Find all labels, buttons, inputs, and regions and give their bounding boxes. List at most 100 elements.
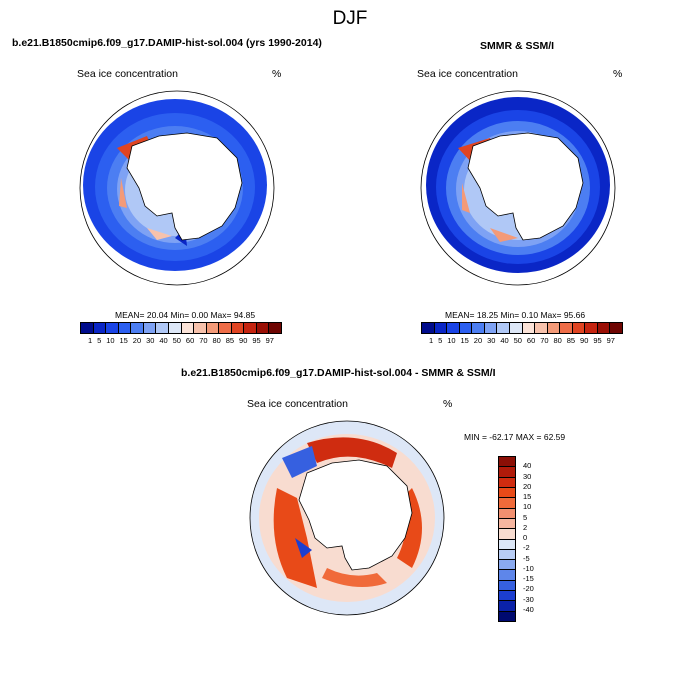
panel1-colorbar (80, 322, 282, 334)
colorbar-swatch (499, 508, 515, 519)
colorbar-tick-label: 15 (119, 336, 128, 345)
colorbar-swatch (499, 611, 515, 621)
colorbar-swatch (168, 323, 182, 333)
antarctica-outline (298, 459, 413, 571)
colorbar-tick-label: 40 (159, 336, 168, 345)
colorbar-tick-label: -20 (523, 584, 534, 594)
panel2-stats: MEAN= 18.25 Min= 0.10 Max= 95.66 (445, 310, 586, 320)
figure-title: DJF (332, 8, 368, 29)
colorbar-swatch (572, 323, 586, 333)
colorbar-tick-label: 15 (460, 336, 469, 345)
colorbar-swatch (256, 323, 270, 333)
colorbar-swatch (560, 323, 573, 333)
colorbar-swatch (597, 323, 611, 333)
colorbar-tick-label: 2 (523, 522, 528, 532)
panel1-variable: Sea ice concentration (77, 68, 178, 80)
colorbar-tick-label: 5 (438, 336, 443, 345)
panel2-units: % (613, 68, 623, 80)
colorbar-tick-label: 10 (447, 336, 456, 345)
colorbar-swatch (106, 323, 119, 333)
colorbar-tick-label: 20 (523, 481, 532, 491)
panel1-header: b.e21.B1850cmip6.f09_g17.DAMIP-hist-sol.… (12, 37, 322, 49)
panel3-minmax: MIN = -62.17 MAX = 62.59 (464, 432, 566, 442)
panel2-variable: Sea ice concentration (417, 68, 518, 80)
colorbar-tick-label: 1 (88, 336, 93, 345)
colorbar-swatch (499, 591, 515, 602)
colorbar-tick-label: 10 (106, 336, 115, 345)
colorbar-tick-label: 85 (566, 336, 576, 345)
colorbar-tick-label: 1 (429, 336, 434, 345)
panel3-variable: Sea ice concentration (247, 398, 348, 410)
colorbar-swatch (499, 457, 515, 468)
colorbar-swatch (499, 539, 515, 550)
colorbar-tick-label: 40 (500, 336, 509, 345)
colorbar-tick-label: 97 (606, 336, 615, 345)
colorbar-swatch (244, 323, 257, 333)
colorbar-tick-label: 60 (185, 336, 195, 345)
colorbar-swatch (610, 323, 622, 333)
panel1-units: % (272, 68, 282, 80)
colorbar-tick-label: -2 (523, 543, 530, 553)
colorbar-tick-label: 0 (523, 533, 528, 542)
colorbar-swatch (459, 323, 473, 333)
colorbar-tick-label: 97 (265, 336, 274, 345)
colorbar-swatch (547, 323, 561, 333)
colorbar-tick-label: 5 (97, 336, 102, 345)
panel2-header: SMMR & SSM/I (480, 40, 555, 52)
colorbar-tick-label: -15 (523, 574, 534, 583)
colorbar-swatch (447, 323, 460, 333)
colorbar-tick-label: 90 (580, 336, 589, 345)
colorbar-tick-label: 5 (523, 512, 528, 522)
colorbar-tick-label: -10 (523, 563, 534, 573)
colorbar-tick-label: 80 (553, 336, 562, 345)
colorbar-swatch (499, 518, 515, 530)
colorbar-swatch (269, 323, 281, 333)
colorbar-swatch (499, 560, 515, 571)
colorbar-swatch (535, 323, 548, 333)
panel3-units: % (443, 398, 453, 410)
panel3-map (249, 420, 445, 616)
colorbar-tick-label: -5 (523, 553, 530, 563)
colorbar-tick-label: 80 (212, 336, 221, 345)
colorbar-swatch (143, 323, 157, 333)
colorbar-swatch (118, 323, 132, 333)
colorbar-tick-label: 30 (146, 336, 155, 345)
colorbar-tick-label: 30 (487, 336, 496, 345)
panel3-colorbar (498, 456, 516, 622)
colorbar-swatch (231, 323, 245, 333)
colorbar-swatch (434, 323, 448, 333)
antarctica-outline (126, 132, 243, 241)
colorbar-tick-label: 90 (239, 336, 248, 345)
colorbar-tick-label: -30 (523, 594, 534, 604)
colorbar-swatch (131, 323, 144, 333)
colorbar-swatch (194, 323, 207, 333)
panel1-stats: MEAN= 20.04 Min= 0.00 Max= 94.85 (115, 310, 256, 320)
colorbar-tick-label: 20 (132, 336, 142, 345)
colorbar-swatch (499, 467, 515, 478)
colorbar-swatch (499, 529, 515, 540)
colorbar-swatch (522, 323, 536, 333)
colorbar-tick-label: 50 (513, 336, 522, 345)
colorbar-swatch (93, 323, 107, 333)
colorbar-swatch (81, 323, 94, 333)
panel1-map (79, 90, 275, 286)
panel2-map (420, 90, 616, 286)
colorbar-tick-label: 20 (473, 336, 483, 345)
colorbar-tick-label: 50 (172, 336, 181, 345)
colorbar-tick-label: 40 (523, 461, 532, 471)
colorbar-tick-label: 95 (593, 336, 602, 345)
colorbar-tick-label: 30 (523, 471, 532, 481)
panel1-colorbar-labels: 1 5 10 15 20 30 40 50 60 70 80 85 90 95 97 (88, 336, 274, 345)
colorbar-swatch (499, 601, 515, 612)
colorbar-swatch (422, 323, 435, 333)
colorbar-swatch (499, 477, 515, 488)
colorbar-tick-label: 70 (199, 336, 208, 345)
colorbar-swatch (499, 570, 515, 581)
colorbar-tick-label: 10 (523, 502, 532, 512)
colorbar-swatch (497, 323, 510, 333)
panel3-header: b.e21.B1850cmip6.f09_g17.DAMIP-hist-sol.… (181, 367, 496, 379)
panel2-colorbar (421, 322, 623, 334)
colorbar-tick-label: -40 (523, 604, 534, 614)
colorbar-swatch (219, 323, 232, 333)
colorbar-swatch (484, 323, 498, 333)
